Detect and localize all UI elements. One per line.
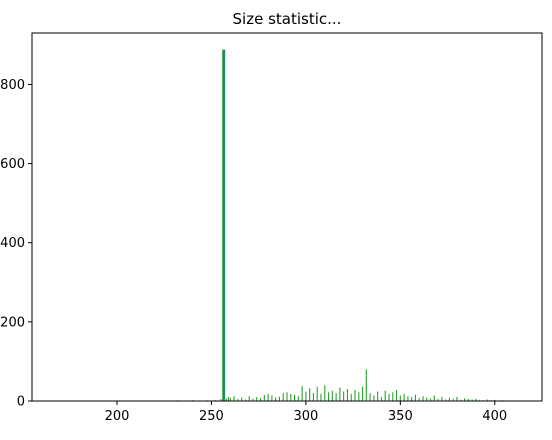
x-tick-label: 200: [105, 409, 130, 424]
bar: [302, 386, 303, 401]
bar: [305, 392, 306, 402]
x-tick-label: 250: [199, 409, 224, 424]
bar: [324, 385, 325, 401]
bar: [411, 397, 412, 401]
bar: [283, 393, 284, 401]
bar: [396, 390, 397, 401]
bar: [381, 397, 382, 401]
bar: [426, 397, 427, 401]
bar: [328, 392, 329, 401]
bar: [256, 397, 257, 401]
x-tick-label: 400: [482, 409, 507, 424]
bar: [249, 396, 250, 401]
bar: [373, 395, 374, 401]
bar: [268, 394, 269, 401]
bar: [441, 397, 442, 401]
bar: [370, 393, 371, 401]
bar: [298, 396, 299, 401]
bar: [347, 389, 348, 401]
bar: [422, 396, 423, 401]
bar: [354, 390, 355, 401]
bar: [358, 392, 359, 401]
x-tick-label: 350: [388, 409, 413, 424]
bar: [317, 387, 318, 401]
x-tick-label: 300: [293, 409, 318, 424]
plot-area: [32, 33, 542, 401]
bar: [320, 394, 321, 401]
bar: [392, 392, 393, 401]
bar: [264, 395, 265, 401]
bar: [362, 387, 363, 401]
bar: [336, 393, 337, 401]
bar: [234, 396, 235, 401]
y-tick-label: 800: [0, 78, 25, 93]
bar: [279, 397, 280, 401]
bar: [404, 394, 405, 401]
bar: [309, 388, 310, 401]
y-tick-label: 400: [0, 236, 25, 251]
x-axis: 200 250 300 350 400: [105, 401, 508, 424]
y-axis: 0 200 400 600 800: [0, 78, 32, 410]
bar: [290, 394, 291, 401]
bar: [385, 391, 386, 401]
bar: [275, 397, 276, 401]
bar: [377, 392, 378, 402]
bar: [407, 396, 408, 401]
bar: [388, 394, 389, 401]
bar: [228, 397, 229, 401]
bar: [434, 395, 435, 401]
bar: [313, 393, 314, 401]
bar: [366, 369, 367, 401]
bar: [332, 391, 333, 401]
bar: [286, 392, 287, 401]
bar: [294, 395, 295, 401]
bar: [339, 388, 340, 401]
y-tick-label: 200: [0, 315, 25, 330]
bar: [223, 50, 225, 401]
y-tick-label: 600: [0, 157, 25, 172]
bar: [415, 395, 416, 401]
y-tick-label: 0: [17, 395, 25, 410]
bar: [241, 397, 242, 401]
bar: [271, 395, 272, 401]
bar: [400, 395, 401, 401]
bar: [343, 392, 344, 402]
bar: [456, 397, 457, 401]
bar: [351, 394, 352, 401]
chart-title: Size statistic...: [233, 10, 342, 28]
